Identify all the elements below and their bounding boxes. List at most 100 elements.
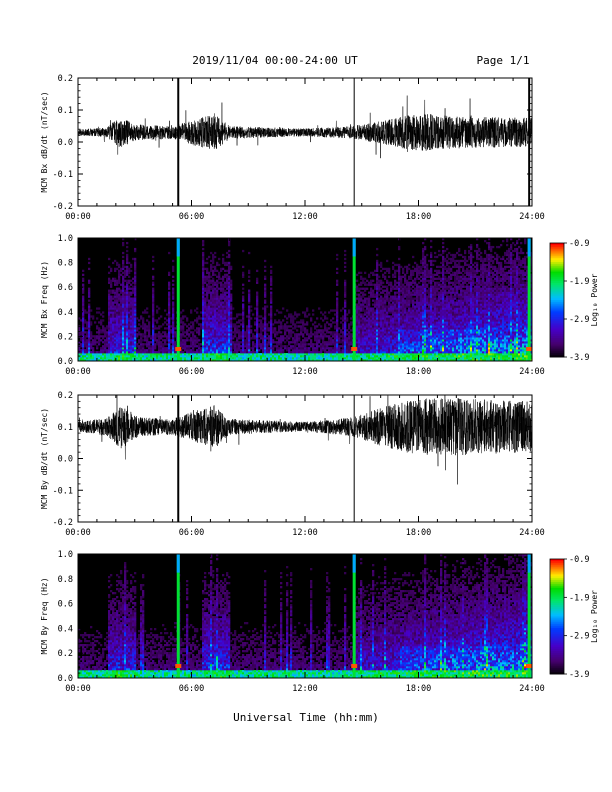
heatmap-cell [288,335,291,338]
heatmap-cell [384,285,387,288]
heatmap-cell [214,303,217,306]
heatmap-cell [422,335,425,338]
heatmap-cell [210,333,213,336]
heatmap-cell [182,335,185,338]
heatmap-cell [326,351,329,354]
heatmap-cell [86,339,89,342]
heatmap-cell [186,339,189,342]
heatmap-cell [230,265,233,269]
heatmap-cell [422,359,425,362]
heatmap-cell [408,333,411,336]
heatmap-cell [200,355,203,358]
heatmap-cell [326,355,329,358]
heatmap-cell [182,327,185,330]
heatmap-cell [386,349,389,352]
heatmap-cell [378,345,381,348]
heatmap-cell [360,331,363,334]
heatmap-cell [218,323,221,326]
heatmap-cell [254,335,257,338]
heatmap-cell [330,333,333,336]
heatmap-cell [164,333,167,336]
heatmap-cell [392,327,395,330]
heatmap-cell [418,329,421,332]
heatmap-cell [274,313,277,316]
heatmap-cell [332,339,335,342]
heatmap-cell [382,319,385,322]
heatmap-cell [102,319,105,322]
heatmap-cell [366,303,369,306]
heatmap-cell [212,259,215,263]
heatmap-cell [206,269,209,273]
heatmap-cell [186,317,189,320]
heatmap-cell [96,347,99,350]
heatmap-cell [362,287,365,290]
heatmap-cell [418,357,421,360]
heatmap-cell [234,351,237,354]
heatmap-cell [324,355,327,358]
heatmap-cell [110,335,113,338]
heatmap-cell [332,341,335,344]
heatmap-cell [108,295,111,298]
heatmap-cell [372,293,375,296]
heatmap-cell [170,357,173,360]
heatmap-cell [290,347,293,350]
heatmap-cell [128,347,131,350]
heatmap-cell [396,343,399,346]
heatmap-cell [336,301,339,304]
heatmap-cell [414,319,417,322]
heatmap-cell [100,359,103,362]
heatmap-cell [396,315,399,318]
heatmap-cell [208,347,211,350]
heatmap-cell [154,339,157,342]
heatmap-cell [262,335,265,338]
heatmap-cell [332,351,335,354]
heatmap-cell [134,317,137,320]
heatmap-cell [214,289,217,292]
heatmap-cell [144,309,147,312]
heatmap-cell [124,311,127,314]
heatmap-cell [420,317,423,320]
heatmap-cell [132,341,135,344]
heatmap-cell [420,331,423,334]
heatmap-cell [88,343,91,346]
heatmap-cell [220,333,223,336]
heatmap-cell [336,359,339,362]
heatmap-cell [82,343,85,346]
heatmap-cell [96,353,99,356]
heatmap-cell [224,263,227,267]
heatmap-cell [132,327,135,330]
heatmap-cell [228,295,231,298]
heatmap-cell [224,269,227,273]
heatmap-cell [144,311,147,314]
heatmap-cell [202,355,205,358]
heatmap-cell [408,263,411,267]
heatmap-cell [210,275,213,278]
heatmap-cell [422,291,425,294]
heatmap-cell [380,317,383,320]
heatmap-cell [92,353,95,356]
heatmap-cell [266,337,269,340]
heatmap-cell [208,323,211,326]
heatmap-cell [242,311,245,314]
heatmap-cell [118,331,121,334]
heatmap-cell [214,255,217,259]
x-tick-label: 24:00 [519,212,545,222]
heatmap-cell [412,307,415,310]
heatmap-cell [122,297,125,300]
heatmap-cell [376,279,379,282]
heatmap-cell [372,291,375,294]
heatmap-cell [416,271,419,275]
heatmap-cell [304,341,307,344]
heatmap-cell [370,319,373,322]
heatmap-cell [256,353,259,356]
heatmap-cell [278,325,281,328]
heatmap-cell [170,339,173,342]
heatmap-cell [270,343,273,346]
heatmap-cell [216,269,219,273]
heatmap-cell [356,303,359,306]
heatmap-cell [94,355,97,358]
heatmap-cell [368,299,371,302]
heatmap-cell [316,355,319,358]
heatmap-cell [408,321,411,324]
heatmap-cell [200,323,203,326]
